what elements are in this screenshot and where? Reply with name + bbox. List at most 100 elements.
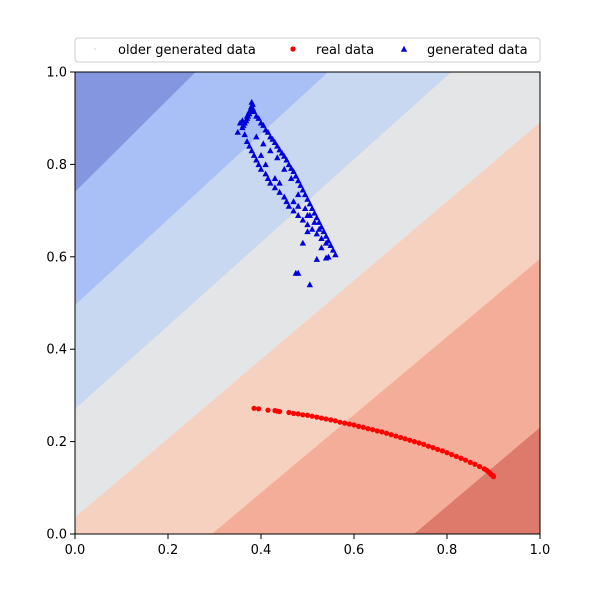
generated-data-point — [267, 179, 274, 186]
generated-data-point — [295, 202, 302, 209]
generated-data-point — [283, 156, 290, 163]
real-data-point — [383, 430, 390, 436]
generated-data-point — [241, 131, 248, 138]
x-tick-label: 0.2 — [158, 543, 179, 558]
generated-data-point — [243, 112, 251, 119]
generated-data-point — [313, 230, 320, 237]
real-data-point — [295, 411, 301, 417]
legend-label: older generated data — [118, 43, 256, 58]
real-data-point — [356, 423, 362, 429]
generated-data-point — [299, 239, 307, 246]
contour-background — [75, 72, 540, 534]
y-tick-label: 0.8 — [46, 158, 67, 173]
real-data-point — [402, 436, 408, 442]
real-data-point — [314, 414, 320, 420]
x-axis: 0.0 0.2 0.4 0.6 0.8 1.0 — [65, 534, 550, 558]
real-data-point — [365, 426, 371, 432]
generated-data-point — [271, 184, 279, 191]
generated-data-point — [322, 239, 330, 246]
generated-data-point — [274, 142, 281, 149]
generated-data-point — [255, 115, 262, 121]
real-data-point — [463, 457, 469, 463]
generated-data-point — [308, 205, 316, 212]
real-data-point — [449, 451, 455, 458]
generated-data-point — [248, 147, 255, 154]
generated-data-point — [255, 161, 262, 168]
generated-data-point — [243, 138, 251, 145]
generated-data-point — [264, 175, 272, 181]
contour-band — [211, 258, 540, 534]
generated-data-point — [288, 175, 295, 181]
generated-data-point — [276, 146, 283, 153]
real-data-point — [388, 432, 394, 438]
generated-data-point — [290, 207, 297, 214]
y-tick-label: 0.2 — [46, 435, 67, 450]
real-data-point — [374, 428, 380, 434]
generated-data-point — [329, 246, 337, 253]
generated-data-point — [262, 170, 269, 177]
real-data-point — [453, 453, 459, 459]
generated-data-point — [304, 195, 311, 202]
real-data-point — [439, 448, 445, 454]
generated-data-point — [306, 200, 314, 207]
series-older-generated-data — [292, 246, 332, 277]
real-data-point — [351, 422, 357, 428]
generated-data-point — [253, 156, 260, 163]
generated-data-point — [320, 228, 327, 235]
real-data-point — [407, 437, 413, 443]
legend-entry: older generated data — [93, 43, 256, 58]
generated-data-point — [288, 164, 295, 171]
generated-data-point — [304, 221, 311, 228]
generated-data-point — [322, 232, 330, 239]
real-data-point — [370, 426, 376, 433]
real-data-point — [421, 441, 427, 447]
generated-data-point — [260, 140, 267, 147]
real-data-point — [379, 429, 385, 435]
real-data-point — [265, 407, 271, 413]
generated-data-point — [315, 225, 323, 232]
older-generated-point — [292, 246, 295, 249]
generated-data-point — [327, 242, 334, 248]
real-data-point — [300, 412, 306, 418]
data-points — [234, 98, 497, 480]
real-data-point — [411, 439, 418, 445]
real-data-point — [251, 405, 257, 411]
generated-data-point — [318, 235, 325, 242]
generated-data-point — [332, 251, 339, 258]
y-tick-label: 1.0 — [46, 66, 67, 81]
real-data-point — [360, 424, 366, 430]
older-generated-point — [329, 274, 332, 277]
generated-data-point — [295, 269, 302, 276]
real-data-point — [472, 461, 478, 467]
generated-data-point — [325, 253, 332, 260]
generated-data-point — [246, 142, 253, 149]
generated-data-point — [239, 117, 246, 124]
generated-data-point — [246, 108, 253, 114]
generated-data-point — [271, 175, 279, 181]
generated-data-point — [276, 188, 283, 195]
y-tick-label: 0.0 — [46, 528, 67, 543]
generated-data-point — [257, 151, 265, 158]
real-data-point — [487, 470, 493, 477]
generated-data-point — [315, 218, 323, 225]
older-generated-point — [306, 255, 309, 258]
generated-data-point — [250, 108, 258, 114]
older-generated-point — [93, 47, 97, 51]
y-tick-label: 0.4 — [46, 343, 67, 358]
series-real-data — [251, 405, 497, 480]
real-data-point — [309, 413, 315, 419]
real-data-point — [444, 450, 450, 456]
axes-frame — [74, 71, 541, 535]
generated-data-point — [318, 244, 325, 251]
generated-data-point — [285, 161, 293, 168]
generated-data-point — [281, 193, 288, 200]
generated-data-point — [311, 218, 318, 225]
y-tick-label: 0.6 — [46, 250, 67, 265]
legend-entry: generated data — [400, 43, 528, 58]
real-data-point — [290, 46, 296, 52]
generated-data-point — [267, 147, 274, 154]
generated-data-point — [313, 255, 320, 262]
generated-data-point — [260, 121, 267, 128]
y-axis: 0.0 0.2 0.4 0.6 0.8 1.0 — [46, 66, 75, 543]
real-data-point — [323, 416, 329, 422]
